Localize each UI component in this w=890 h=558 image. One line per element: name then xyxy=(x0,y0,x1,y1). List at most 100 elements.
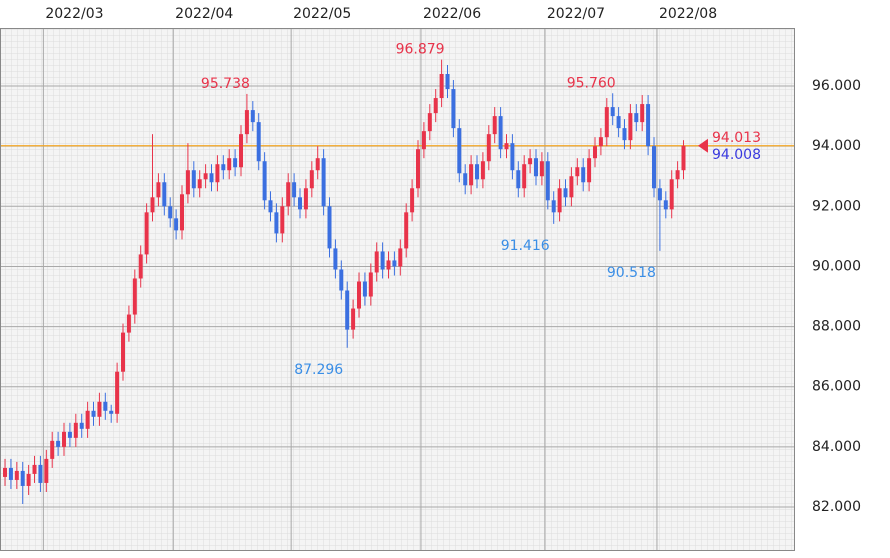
candle-body xyxy=(592,146,597,159)
candle-body xyxy=(457,128,462,174)
candle-body xyxy=(132,278,137,315)
candle-body xyxy=(357,281,362,309)
candle-body xyxy=(221,164,226,171)
candle-body xyxy=(150,197,155,213)
candle-body xyxy=(121,332,126,372)
x-tick-label: 2022/05 xyxy=(293,6,351,22)
candle-body xyxy=(138,254,143,279)
y-tick-label: 90.000 xyxy=(812,258,861,274)
candle-body xyxy=(610,107,615,117)
candle-body xyxy=(256,122,261,162)
candle-body xyxy=(398,248,403,267)
candle-body xyxy=(180,194,185,231)
candle-body xyxy=(274,212,279,234)
candle-body xyxy=(640,104,645,123)
x-tick-label: 2022/06 xyxy=(423,6,481,22)
candle-body xyxy=(634,113,639,123)
candle-body xyxy=(374,251,379,273)
candle-body xyxy=(516,170,521,189)
candle-body xyxy=(286,182,291,207)
candle-body xyxy=(622,128,627,141)
candle-body xyxy=(616,116,621,129)
high-label: 95.738 xyxy=(201,76,250,92)
candle-body xyxy=(203,173,208,180)
minor-grid xyxy=(0,28,795,551)
candle-body xyxy=(575,167,580,177)
low-label: 91.416 xyxy=(501,238,550,254)
candle-body xyxy=(162,182,167,207)
candle-body xyxy=(233,158,238,168)
candle-body xyxy=(262,161,267,201)
candle-body xyxy=(528,158,533,165)
candle-body xyxy=(551,200,556,213)
candle-body xyxy=(669,179,674,210)
candle-body xyxy=(404,212,409,249)
candle-body xyxy=(38,464,43,483)
candle-body xyxy=(681,145,686,171)
candle-body xyxy=(62,431,67,447)
candle-body xyxy=(115,371,120,414)
candle-body xyxy=(103,401,108,411)
candle-body xyxy=(91,410,96,417)
candle-body xyxy=(646,104,651,147)
candle-body xyxy=(392,260,397,267)
candle-body xyxy=(475,164,479,180)
candle-body xyxy=(469,164,474,186)
price-label: 94.008 xyxy=(712,147,761,163)
candle-body xyxy=(351,308,356,330)
candle-body xyxy=(675,170,680,180)
candle-body xyxy=(309,170,314,189)
candle-body xyxy=(427,113,432,132)
candle-body xyxy=(26,473,31,486)
candle-body xyxy=(56,440,61,447)
candle-body xyxy=(345,290,350,330)
candle-body xyxy=(215,164,220,183)
candle-body xyxy=(522,164,527,189)
candle-body xyxy=(315,158,320,171)
candle-body xyxy=(156,182,161,198)
candle-body xyxy=(439,74,444,99)
candle-body xyxy=(14,470,19,480)
candle-body xyxy=(651,146,656,189)
x-tick-label: 2022/08 xyxy=(659,6,717,22)
high-label: 96.879 xyxy=(396,42,445,58)
candle-body xyxy=(191,170,196,189)
candle-body xyxy=(533,158,538,177)
candle-body xyxy=(628,113,633,141)
candle-body xyxy=(268,200,273,213)
candle-body xyxy=(185,170,190,195)
candle-body xyxy=(292,182,297,198)
candle-body xyxy=(79,422,84,429)
candle-body xyxy=(539,161,544,177)
candle-body xyxy=(321,158,326,207)
candle-body xyxy=(433,98,438,114)
x-tick-label: 2022/04 xyxy=(175,6,233,22)
candle-body xyxy=(492,116,497,135)
candle-body xyxy=(197,179,202,189)
candle-body xyxy=(569,176,574,198)
candle-body xyxy=(604,107,609,138)
y-tick-label: 84.000 xyxy=(812,439,861,455)
low-label: 87.296 xyxy=(294,362,343,378)
candle-body xyxy=(368,272,373,297)
candle-body xyxy=(445,74,450,90)
candle-body xyxy=(209,173,214,183)
plot-border xyxy=(0,28,795,551)
candle-body xyxy=(8,467,13,480)
candle-body xyxy=(333,248,338,270)
candle-body xyxy=(174,218,179,231)
candle-body xyxy=(73,422,78,438)
candle-body xyxy=(227,158,232,171)
candle-body xyxy=(44,458,49,483)
candle-body xyxy=(657,188,662,201)
candle-body xyxy=(97,401,102,417)
candle-body xyxy=(563,188,568,198)
candle-body xyxy=(303,188,308,210)
candle-body xyxy=(598,137,603,147)
candle-body xyxy=(504,143,509,150)
candle-body xyxy=(581,167,586,183)
candle-body xyxy=(20,470,25,486)
candle-body xyxy=(85,410,90,429)
